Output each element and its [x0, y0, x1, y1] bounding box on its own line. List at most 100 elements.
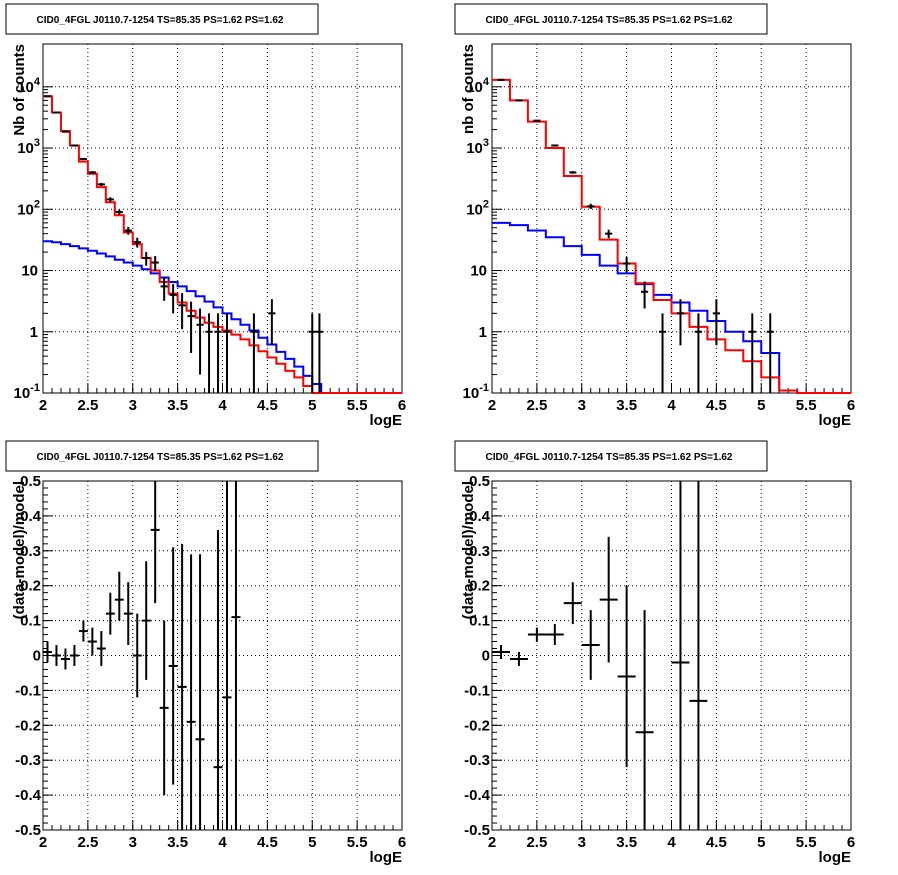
- data-point: [492, 645, 510, 659]
- y-tick-label: 0.1: [469, 613, 490, 630]
- y-tick-label: 0.4: [469, 508, 491, 525]
- x-tick-label: 5: [308, 834, 316, 851]
- x-tick-label: 5: [757, 834, 765, 851]
- y-axis-label: (data-model)/model: [460, 481, 477, 619]
- y-tick-label: 0.3: [20, 543, 41, 560]
- data-point: [223, 313, 231, 393]
- data-point: [133, 237, 141, 248]
- x-tick-label: 4.5: [706, 397, 727, 414]
- data-point: [527, 627, 546, 642]
- y-axis-label: nb of counts: [460, 44, 477, 134]
- data-point: [105, 592, 115, 635]
- data-point: [169, 284, 177, 314]
- data-point: [79, 158, 87, 161]
- x-tick-label: 5.5: [347, 834, 368, 851]
- data-point: [205, 313, 213, 393]
- x-tick-label: 4: [218, 834, 227, 851]
- y-tick-label: 102: [17, 198, 40, 218]
- chart-panel-bottom-left: CID0_4FGL J0110.7-1254 TS=85.35 PS=1.62 …: [5, 440, 406, 866]
- x-tick-label: 4.5: [257, 834, 278, 851]
- data-point: [671, 481, 690, 830]
- data-point: [231, 481, 241, 830]
- y-tick-label: 103: [17, 137, 40, 157]
- x-axis-label: logE: [819, 412, 852, 429]
- data-point: [214, 313, 222, 393]
- data-point: [106, 197, 114, 202]
- x-tick-label: 2: [488, 397, 496, 414]
- data-point: [69, 645, 79, 666]
- data-point: [581, 610, 600, 680]
- x-tick-label: 2.5: [526, 834, 547, 851]
- y-tick-label: -0.1: [15, 682, 41, 699]
- chart-title: CID0_4FGL J0110.7-1254 TS=85.35 PS=1.62 …: [486, 452, 733, 463]
- data-point: [658, 313, 667, 393]
- data-point: [545, 624, 564, 646]
- chart-title-box: [454, 3, 768, 35]
- data-point: [160, 277, 168, 301]
- y-tick-label: 0.2: [20, 578, 41, 595]
- data-point: [151, 256, 159, 272]
- x-tick-label: 4.5: [257, 397, 278, 414]
- y-tick-label: -0.2: [464, 717, 490, 734]
- y-tick-label: 10-1: [14, 382, 40, 402]
- y-tick-label: 10-1: [463, 382, 489, 402]
- chart-title-box: [5, 3, 319, 35]
- y-tick-label: 104: [17, 76, 41, 96]
- x-tick-label: 6: [847, 834, 855, 851]
- data-point: [61, 130, 70, 133]
- data-point: [195, 554, 205, 830]
- data-point: [88, 171, 96, 174]
- y-tick-label: 104: [466, 76, 490, 96]
- data-point: [268, 299, 276, 346]
- x-tick-label: 5: [757, 397, 765, 414]
- x-tick-label: 5.5: [347, 397, 368, 414]
- data-point: [689, 481, 708, 830]
- x-tick-label: 2: [39, 397, 47, 414]
- data-point: [617, 585, 636, 768]
- x-tick-label: 2.5: [526, 397, 547, 414]
- data-point: [587, 203, 595, 210]
- y-tick-label: 0.5: [469, 473, 490, 490]
- data-point: [599, 536, 618, 663]
- data-point: [551, 144, 559, 147]
- y-tick-label: 0.3: [469, 543, 490, 560]
- data-point: [748, 313, 756, 393]
- data-point: [141, 561, 151, 680]
- y-tick-label: 102: [466, 198, 489, 218]
- x-tick-label: 4.5: [706, 834, 727, 851]
- y-tick-label: 0.5: [20, 473, 41, 490]
- y-tick-label: -0.1: [464, 682, 490, 699]
- x-tick-label: 3: [129, 834, 137, 851]
- data-point: [640, 281, 649, 309]
- y-tick-label: -0.5: [464, 822, 490, 839]
- x-tick-label: 2.5: [77, 397, 98, 414]
- x-tick-label: 6: [398, 834, 406, 851]
- y-tick-label: 1: [479, 324, 487, 341]
- x-tick-label: 5: [308, 397, 316, 414]
- y-tick-label: -0.4: [464, 787, 491, 804]
- x-tick-label: 2: [39, 834, 47, 851]
- data-point: [123, 582, 133, 646]
- x-tick-label: 5.5: [796, 397, 817, 414]
- data-point: [533, 119, 541, 122]
- x-tick-label: 6: [847, 397, 855, 414]
- data-point: [605, 229, 613, 239]
- data-point: [315, 313, 324, 393]
- data-point: [563, 582, 582, 625]
- data-point: [168, 547, 178, 785]
- data-point: [766, 313, 774, 393]
- data-point: [308, 313, 316, 393]
- data-point: [178, 292, 186, 330]
- y-tick-label: 0.4: [20, 508, 42, 525]
- data-point: [186, 554, 196, 830]
- data-point: [222, 481, 232, 830]
- data-point: [51, 645, 61, 666]
- chart-panel-top-left: CID0_4FGL J0110.7-1254 TS=85.35 PS=1.62 …: [5, 3, 406, 429]
- y-tick-label: 0: [33, 648, 41, 665]
- x-tick-label: 6: [398, 397, 406, 414]
- data-point: [623, 257, 631, 273]
- y-axis-label: (data-model)/model: [11, 481, 28, 619]
- data-point: [52, 111, 61, 114]
- chart-panel-bottom-right: CID0_4FGL J0110.7-1254 TS=85.35 PS=1.62 …: [454, 440, 855, 866]
